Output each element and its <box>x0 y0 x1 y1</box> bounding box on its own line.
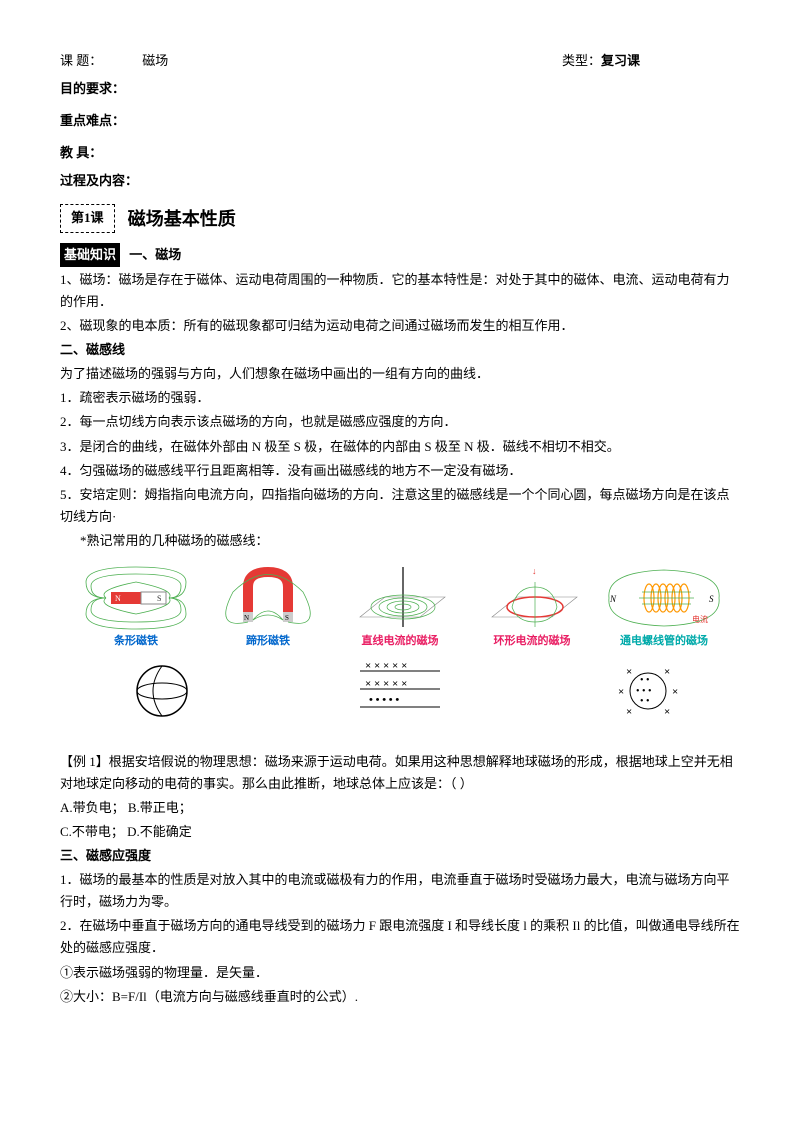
svg-text:× × × × ×: × × × × × <box>365 661 407 672</box>
lesson-number: 第1课 <box>60 204 115 232</box>
into-page-icon: × × × × × × × × × × • • • • • <box>355 661 445 721</box>
svg-text:×: × <box>664 666 670 678</box>
section-badge: 基础知识 <box>60 243 120 267</box>
s1-p1: 1、磁场：磁场是存在于磁体、运动电荷周围的一种物质．它的基本特性是：对处于其中的… <box>60 269 740 313</box>
svg-text:N: N <box>115 594 121 603</box>
svg-text:↓: ↓ <box>532 566 537 576</box>
topic-value: 磁场 <box>142 50 168 72</box>
svg-text:S: S <box>285 614 289 622</box>
type-value: 复习课 <box>601 50 640 72</box>
type-label: 类型： <box>562 50 601 72</box>
example-a: A.带负电； B.带正电； <box>60 797 740 819</box>
svg-text:×: × <box>672 686 678 698</box>
s3-p1: 1．磁场的最基本的性质是对放入其中的电流或磁极有力的作用，电流垂直于磁场时受磁场… <box>60 869 740 913</box>
lesson-title: 磁场基本性质 <box>128 209 236 229</box>
svg-text:• • • • •: • • • • • <box>369 694 399 706</box>
process-label: 过程及内容： <box>60 170 138 192</box>
s3-p4: ②大小：B=F/Il（电流方向与磁感线垂直时的公式）. <box>60 986 740 1008</box>
svg-text:×: × <box>664 706 670 718</box>
s2-p3: 3．是闭合的曲线，在磁体外部由 N 极至 S 极，在磁体的内部由 S 极至 N … <box>60 436 740 458</box>
diagram-row-1: N S 条形磁铁 N S 蹄形磁铁 <box>60 562 740 651</box>
s3-title: 三、磁感应强度 <box>60 845 740 867</box>
svg-text:×: × <box>618 686 624 698</box>
solenoid-label: 通电螺线管的磁场 <box>598 632 730 651</box>
bar-label: 条形磁铁 <box>70 632 202 651</box>
s2-p2: 2．每一点切线方向表示该点磁场的方向，也就是磁感应强度的方向． <box>60 411 740 433</box>
s2-intro: 为了描述磁场的强弱与方向，人们想象在磁场中画出的一组有方向的曲线． <box>60 363 740 385</box>
s1-title: 一、磁场 <box>129 247 181 262</box>
svg-text:× × × × ×: × × × × × <box>365 678 407 690</box>
symbols-row: × × × × × × × × × × • • • • • • • • • • … <box>80 661 740 721</box>
s1-p2: 2、磁现象的电本质：所有的磁现象都可归结为运动电荷之间通过磁场而发生的相互作用． <box>60 315 740 337</box>
diagram-loop: ↓ 环形电流的磁场 <box>466 562 598 651</box>
diagram-wire: 直线电流的磁场 <box>334 562 466 651</box>
example-title: 【例 1】根据安培假说的物理思想：磁场来源于运动电荷。如果用这种思想解释地球磁场… <box>60 751 740 795</box>
topic-label: 课 题： <box>60 50 102 72</box>
svg-text:S: S <box>157 594 161 603</box>
svg-text:S: S <box>709 594 714 604</box>
wire-label: 直线电流的磁场 <box>334 632 466 651</box>
keypoints-label: 重点难点： <box>60 110 125 132</box>
s3-p3: ①表示磁场强弱的物理量．是矢量． <box>60 962 740 984</box>
svg-text:• •: • • <box>640 675 650 686</box>
horseshoe-label: 蹄形磁铁 <box>202 632 334 651</box>
sphere-icon <box>132 661 192 721</box>
svg-text:×: × <box>626 666 632 678</box>
out-of-page-icon: • • • • • • • ×× ×× ×× <box>608 661 688 721</box>
s2-p4: 4．匀强磁场的磁感线平行且距离相等．没有画出磁感线的地方不一定没有磁场． <box>60 460 740 482</box>
diagram-solenoid: N S 电流 通电螺线管的磁场 <box>598 562 730 651</box>
loop-label: 环形电流的磁场 <box>466 632 598 651</box>
s3-p2: 2．在磁场中垂直于磁场方向的通电导线受到的磁场力 F 跟电流强度 I 和导线长度… <box>60 915 740 959</box>
svg-text:• •: • • <box>640 696 650 707</box>
s2-p5: 5．安培定则：姆指指向电流方向，四指指向磁场的方向．注意这里的磁感线是一个个同心… <box>60 484 740 528</box>
example-c: C.不带电； D.不能确定 <box>60 821 740 843</box>
diagram-bar: N S 条形磁铁 <box>70 562 202 651</box>
svg-text:×: × <box>626 706 632 718</box>
svg-text:电流: 电流 <box>692 614 708 624</box>
s2-p1: 1．疏密表示磁场的强弱． <box>60 387 740 409</box>
s2-note: *熟记常用的几种磁场的磁感线： <box>80 530 740 552</box>
tools-label: 教 具： <box>60 142 102 164</box>
svg-text:N: N <box>244 614 249 622</box>
svg-text:N: N <box>609 594 617 604</box>
diagram-horseshoe: N S 蹄形磁铁 <box>202 562 334 651</box>
purpose-label: 目的要求： <box>60 78 125 100</box>
s2-title: 二、磁感线 <box>60 339 740 361</box>
